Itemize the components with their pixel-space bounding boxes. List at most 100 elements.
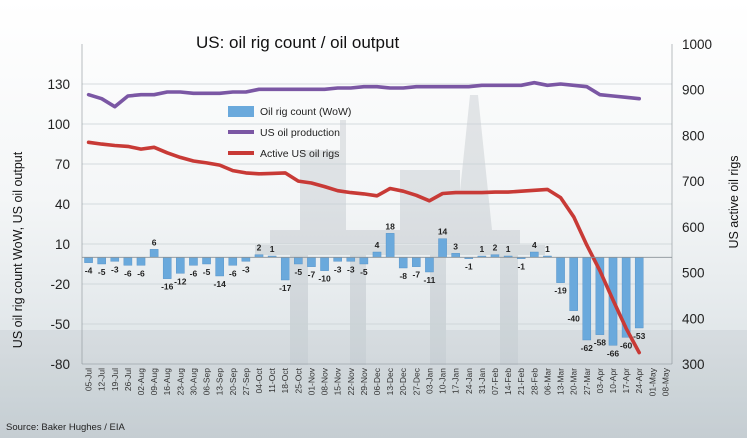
bar-25 — [412, 257, 421, 267]
line-us-oil-production — [86, 80, 642, 109]
y-right-tick-label-4: 700 — [682, 174, 705, 189]
bar-label-11: -6 — [229, 268, 237, 278]
bar-data-labels: -4 -5 -3 -6 -66-16-12-6 -5-14-6 -32 1-17-5 -7 -10… — [85, 221, 646, 358]
bar-label-4: -6 — [137, 268, 145, 278]
bar-label-26: -11 — [424, 275, 436, 285]
bar-3 — [123, 257, 133, 266]
x-tick-label-12: 27-Sep — [241, 368, 251, 396]
x-tick-label-35: 06-Mar — [542, 368, 552, 395]
bar-label-10: -14 — [214, 279, 227, 289]
bar-label-25: -7 — [413, 270, 421, 280]
y-left-tick-label-5: 70 — [55, 157, 70, 172]
y-left-tick-label-3: 10 — [55, 237, 70, 252]
bar-label-29: -1 — [465, 262, 473, 272]
x-tick-label-43: 01-May — [647, 367, 657, 396]
x-tick-label-21: 29-Nov — [359, 367, 369, 395]
x-tick-label-41: 17-Apr — [621, 368, 631, 394]
bar-10 — [215, 257, 224, 277]
legend-item-oil-rig-count: Oil rig count (WoW) — [228, 106, 351, 118]
x-tick-label-19: 15-Nov — [333, 367, 343, 395]
bar-37 — [569, 257, 578, 311]
x-tick-label-14: 11-Oct — [267, 367, 277, 393]
x-tick-label-10: 13-Sep — [215, 368, 225, 396]
bar-38 — [582, 257, 592, 341]
bar-label-31: 2 — [493, 243, 498, 253]
bar-label-8: -6 — [190, 268, 198, 278]
chart-legend: Oil rig count (WoW) US oil production Ac… — [228, 106, 351, 160]
bar-label-5: 6 — [152, 237, 157, 247]
x-tick-label-13: 04-Oct — [254, 367, 264, 393]
bar-label-3: -6 — [124, 268, 132, 278]
x-tick-label-17: 01-Nov — [306, 367, 316, 395]
bar-label-17: -7 — [308, 270, 316, 280]
x-tick-label-34: 28-Feb — [529, 368, 539, 395]
y-right-tick-label-6: 900 — [682, 83, 705, 98]
x-tick-label-5: 09-Aug — [149, 368, 159, 396]
bar-label-37: -40 — [568, 314, 581, 324]
x-tick-label-26: 03-Jan — [424, 368, 434, 394]
bar-22 — [372, 251, 382, 258]
bar-20 — [346, 257, 356, 262]
x-tick-label-23: 13-Dec — [385, 367, 395, 395]
y-axis-right-ticks: 300 400 500 600 700 800 900 1000 — [682, 37, 712, 372]
chart-source: Source: Baker Hughes / EIA — [6, 422, 125, 433]
y-axis-left-label: US oil rig count WoW, US oil output — [11, 151, 25, 348]
x-tick-label-2: 19-Jul — [110, 368, 120, 391]
y-right-tick-label-2: 500 — [682, 266, 705, 281]
x-tick-label-6: 16-Aug — [162, 368, 172, 396]
x-tick-label-31: 07-Feb — [490, 368, 500, 395]
bar-label-35: 1 — [545, 244, 550, 254]
y-left-tick-label-4: 40 — [55, 197, 70, 212]
bar-18 — [320, 257, 329, 271]
bar-4 — [136, 257, 146, 266]
bar-label-16: -5 — [295, 267, 303, 277]
y-right-tick-label-0: 300 — [682, 357, 705, 372]
y-left-tick-label-7: 130 — [47, 77, 70, 92]
x-tick-label-9: 06-Sep — [202, 368, 212, 396]
x-tick-label-8: 30-Aug — [188, 368, 198, 396]
bar-27 — [438, 238, 447, 258]
x-tick-label-32: 14-Feb — [503, 368, 513, 395]
bar-label-12: -3 — [242, 264, 250, 274]
y-right-tick-label-3: 600 — [682, 220, 705, 235]
x-tick-label-11: 20-Sep — [228, 368, 238, 396]
x-tick-label-4: 02-Aug — [136, 368, 146, 396]
legend-item-us-oil-production: US oil production — [228, 127, 340, 139]
legend-item-active-us-oil-rigs: Active US oil rigs — [228, 148, 339, 160]
bar-label-24: -8 — [399, 271, 407, 281]
bar-42 — [634, 257, 644, 329]
bar-label-33: -1 — [517, 262, 525, 272]
y-left-tick-label-0: -80 — [50, 357, 70, 372]
bar-36 — [556, 257, 565, 283]
y-right-tick-label-5: 800 — [682, 128, 705, 143]
legend-label-oil-rig-count: Oil rig count (WoW) — [260, 106, 351, 118]
bar-28 — [451, 253, 460, 258]
bar-label-2: -3 — [111, 264, 119, 274]
chart-title: US: oil rig count / oil output — [196, 33, 399, 52]
bar-8 — [189, 257, 198, 266]
y-left-tick-label-2: -20 — [50, 277, 70, 292]
x-tick-label-0: 05-Jul — [84, 368, 94, 391]
bar-label-20: -3 — [347, 264, 355, 274]
x-tick-label-29: 24-Jan — [464, 368, 474, 394]
bar-0 — [84, 257, 93, 263]
bar-label-23: 18 — [385, 221, 395, 231]
bar-label-0: -4 — [85, 266, 93, 276]
x-tick-label-40: 10-Apr — [608, 368, 618, 394]
bar-label-22: 4 — [375, 240, 380, 250]
x-tick-label-27: 10-Jan — [438, 368, 448, 394]
x-tick-label-38: 27-Mar — [582, 368, 592, 395]
bar-9 — [202, 257, 211, 265]
bar-2 — [110, 257, 120, 262]
bar-label-6: -16 — [161, 282, 174, 292]
x-tick-label-3: 26-Jul — [123, 368, 133, 391]
chart-axes — [81, 44, 673, 365]
bar-label-27: 14 — [438, 227, 448, 237]
x-tick-label-15: 18-Oct — [280, 367, 290, 393]
x-tick-label-28: 17-Jan — [451, 368, 461, 394]
bar-34 — [530, 251, 539, 258]
bar-5 — [149, 249, 159, 258]
bar-label-15: -17 — [279, 283, 292, 293]
x-tick-label-24: 20-Dec — [398, 367, 408, 395]
